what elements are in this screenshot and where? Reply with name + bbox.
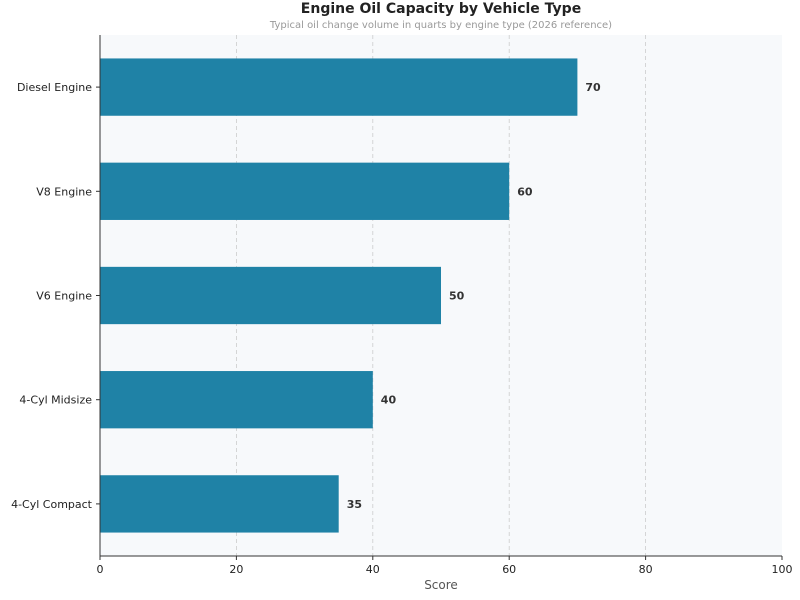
bar xyxy=(100,475,339,533)
data-label: 70 xyxy=(585,81,601,94)
x-axis-label: Score xyxy=(424,578,458,592)
x-tick-label: 100 xyxy=(772,563,793,576)
x-tick-label: 20 xyxy=(229,563,243,576)
y-tick-label: 4-Cyl Midsize xyxy=(19,394,92,407)
x-tick-label: 40 xyxy=(366,563,380,576)
data-label: 40 xyxy=(381,394,397,407)
chart-subtitle: Typical oil change volume in quarts by e… xyxy=(269,20,613,31)
y-tick-label: Diesel Engine xyxy=(17,81,92,94)
bar xyxy=(100,266,441,325)
bar xyxy=(100,371,373,429)
data-label: 35 xyxy=(347,498,362,511)
data-label: 60 xyxy=(517,185,533,198)
y-tick-label: 4-Cyl Compact xyxy=(11,498,93,511)
data-label: 50 xyxy=(449,290,465,303)
x-tick-label: 0 xyxy=(97,563,104,576)
chart-title: Engine Oil Capacity by Vehicle Type xyxy=(300,1,582,17)
bar xyxy=(100,162,510,220)
x-tick-label: 60 xyxy=(502,563,516,576)
bar xyxy=(100,58,578,116)
y-tick-label: V8 Engine xyxy=(36,185,92,198)
y-tick-label: V6 Engine xyxy=(36,290,92,303)
x-tick-label: 80 xyxy=(639,563,653,576)
